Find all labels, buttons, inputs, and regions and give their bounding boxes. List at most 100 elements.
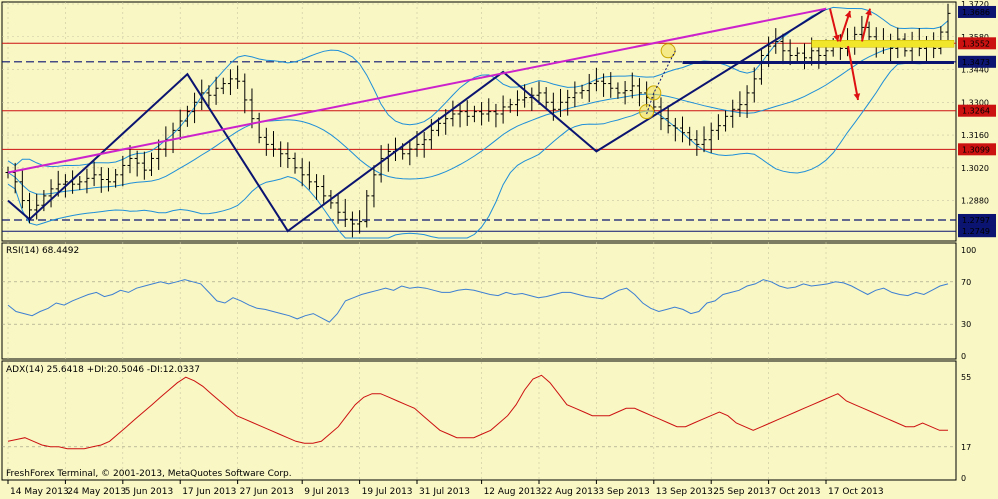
price-tick-label: 1.3300 xyxy=(961,98,989,107)
price-bar xyxy=(486,98,492,122)
price-bar xyxy=(780,33,786,65)
price-bar xyxy=(321,175,327,206)
price-tag xyxy=(958,55,996,68)
price-bar xyxy=(708,122,714,154)
axis-labels: 1.3720 1.3580 1.3440 1.3300 1.3160 1.3020 1.28… xyxy=(7,0,996,497)
highlight-circle xyxy=(646,85,662,101)
price-bar xyxy=(120,155,126,187)
price-bar xyxy=(945,3,951,44)
price-tag-label: 1.3473 xyxy=(962,58,990,67)
price-bar xyxy=(536,81,542,105)
price-bar xyxy=(866,21,872,43)
price-bar xyxy=(801,43,807,70)
arrow-head xyxy=(865,8,872,16)
price-bar xyxy=(105,168,111,192)
rsi-tick-label: 100 xyxy=(961,246,976,255)
price-tag xyxy=(958,213,996,226)
pink-trendline xyxy=(7,7,827,174)
price-bar xyxy=(227,69,233,96)
price-bar xyxy=(737,91,743,118)
adx-tick-label: 55 xyxy=(961,373,971,382)
price-bar xyxy=(522,84,528,108)
price-tick-label: 1.3160 xyxy=(961,131,989,140)
price-bar xyxy=(687,126,693,146)
price-bar xyxy=(314,174,320,200)
trend-lines xyxy=(7,7,955,233)
price-bars xyxy=(5,3,951,238)
price-bar xyxy=(278,141,284,168)
price-bar xyxy=(558,88,564,118)
rsi-tick-label: 70 xyxy=(961,278,971,287)
price-bar xyxy=(141,151,147,180)
price-tag-label: 1.3264 xyxy=(962,107,990,116)
time-tick-label: 7 Oct 2013 xyxy=(771,487,821,497)
price-bar xyxy=(758,49,764,85)
red-arrows xyxy=(829,8,872,101)
grid-lines xyxy=(2,2,956,480)
price-tag-label: 1.3686 xyxy=(962,8,990,17)
price-bar xyxy=(529,87,535,111)
rsi-tick-label: 30 xyxy=(961,320,971,329)
price-bar xyxy=(471,105,477,123)
arrow-head xyxy=(853,93,861,100)
price-bar xyxy=(794,47,800,62)
price-tick-label: 1.3580 xyxy=(961,33,989,42)
adx-label: ADX(14) 25.6418 +DI:20.5046 -DI:12.0337 xyxy=(6,365,200,375)
time-tick-label: 25 Sep 2013 xyxy=(713,487,770,497)
price-bar xyxy=(622,80,628,105)
price-bar xyxy=(500,95,506,124)
price-bar xyxy=(701,126,707,153)
price-bar xyxy=(177,109,183,140)
price-bar xyxy=(601,73,607,97)
rsi-series xyxy=(2,279,956,325)
price-bar xyxy=(285,142,291,169)
price-bar xyxy=(514,90,520,117)
price-bar xyxy=(256,112,262,144)
price-bar xyxy=(34,193,40,220)
price-bar xyxy=(220,77,226,95)
price-bar xyxy=(270,131,276,157)
price-tag-label: 1.3552 xyxy=(962,39,990,48)
price-tag-label: 1.2797 xyxy=(962,216,990,225)
time-tick-label: 14 May 2013 xyxy=(10,487,69,497)
time-tick-label: 13 Sep 2013 xyxy=(656,487,713,497)
price-bar xyxy=(572,81,578,108)
rsi-panel xyxy=(1,242,957,360)
price-bar xyxy=(84,168,90,194)
price-bar xyxy=(299,158,305,187)
price-bar xyxy=(565,89,571,116)
time-tick-label: 12 Aug 2013 xyxy=(484,487,542,497)
adx-tick-label: 0 xyxy=(961,474,966,483)
price-bar xyxy=(242,73,248,114)
price-bar xyxy=(335,193,341,224)
price-tick-label: 1.3440 xyxy=(961,66,989,75)
bollinger-middle xyxy=(7,41,949,195)
rsi-line xyxy=(7,279,949,323)
price-bar xyxy=(665,105,671,134)
adx-series xyxy=(2,374,956,450)
time-tick-label: 22 Aug 2013 xyxy=(541,487,599,497)
price-panel xyxy=(1,1,957,242)
time-tick-label: 19 Jul 2013 xyxy=(362,487,413,497)
price-bar xyxy=(507,98,513,113)
price-bar xyxy=(306,161,312,190)
price-bar xyxy=(156,139,162,170)
arrow-head xyxy=(844,11,852,18)
yellow-zone xyxy=(811,40,955,48)
time-tick-label: 5 Jun 2013 xyxy=(125,487,173,497)
price-bar xyxy=(493,103,499,128)
price-bar xyxy=(371,165,377,208)
price-bar xyxy=(450,100,456,127)
price-bar xyxy=(730,99,736,128)
price-tick-label: 1.3720 xyxy=(961,0,989,9)
price-bar xyxy=(48,179,54,208)
price-bar xyxy=(744,85,750,118)
price-bar xyxy=(715,114,721,140)
price-bar xyxy=(213,76,219,105)
time-tick-label: 24 May 2013 xyxy=(67,487,126,497)
time-tick-label: 31 Jul 2013 xyxy=(419,487,470,497)
adx-tick-label: 17 xyxy=(961,443,971,452)
price-bar xyxy=(342,198,348,228)
